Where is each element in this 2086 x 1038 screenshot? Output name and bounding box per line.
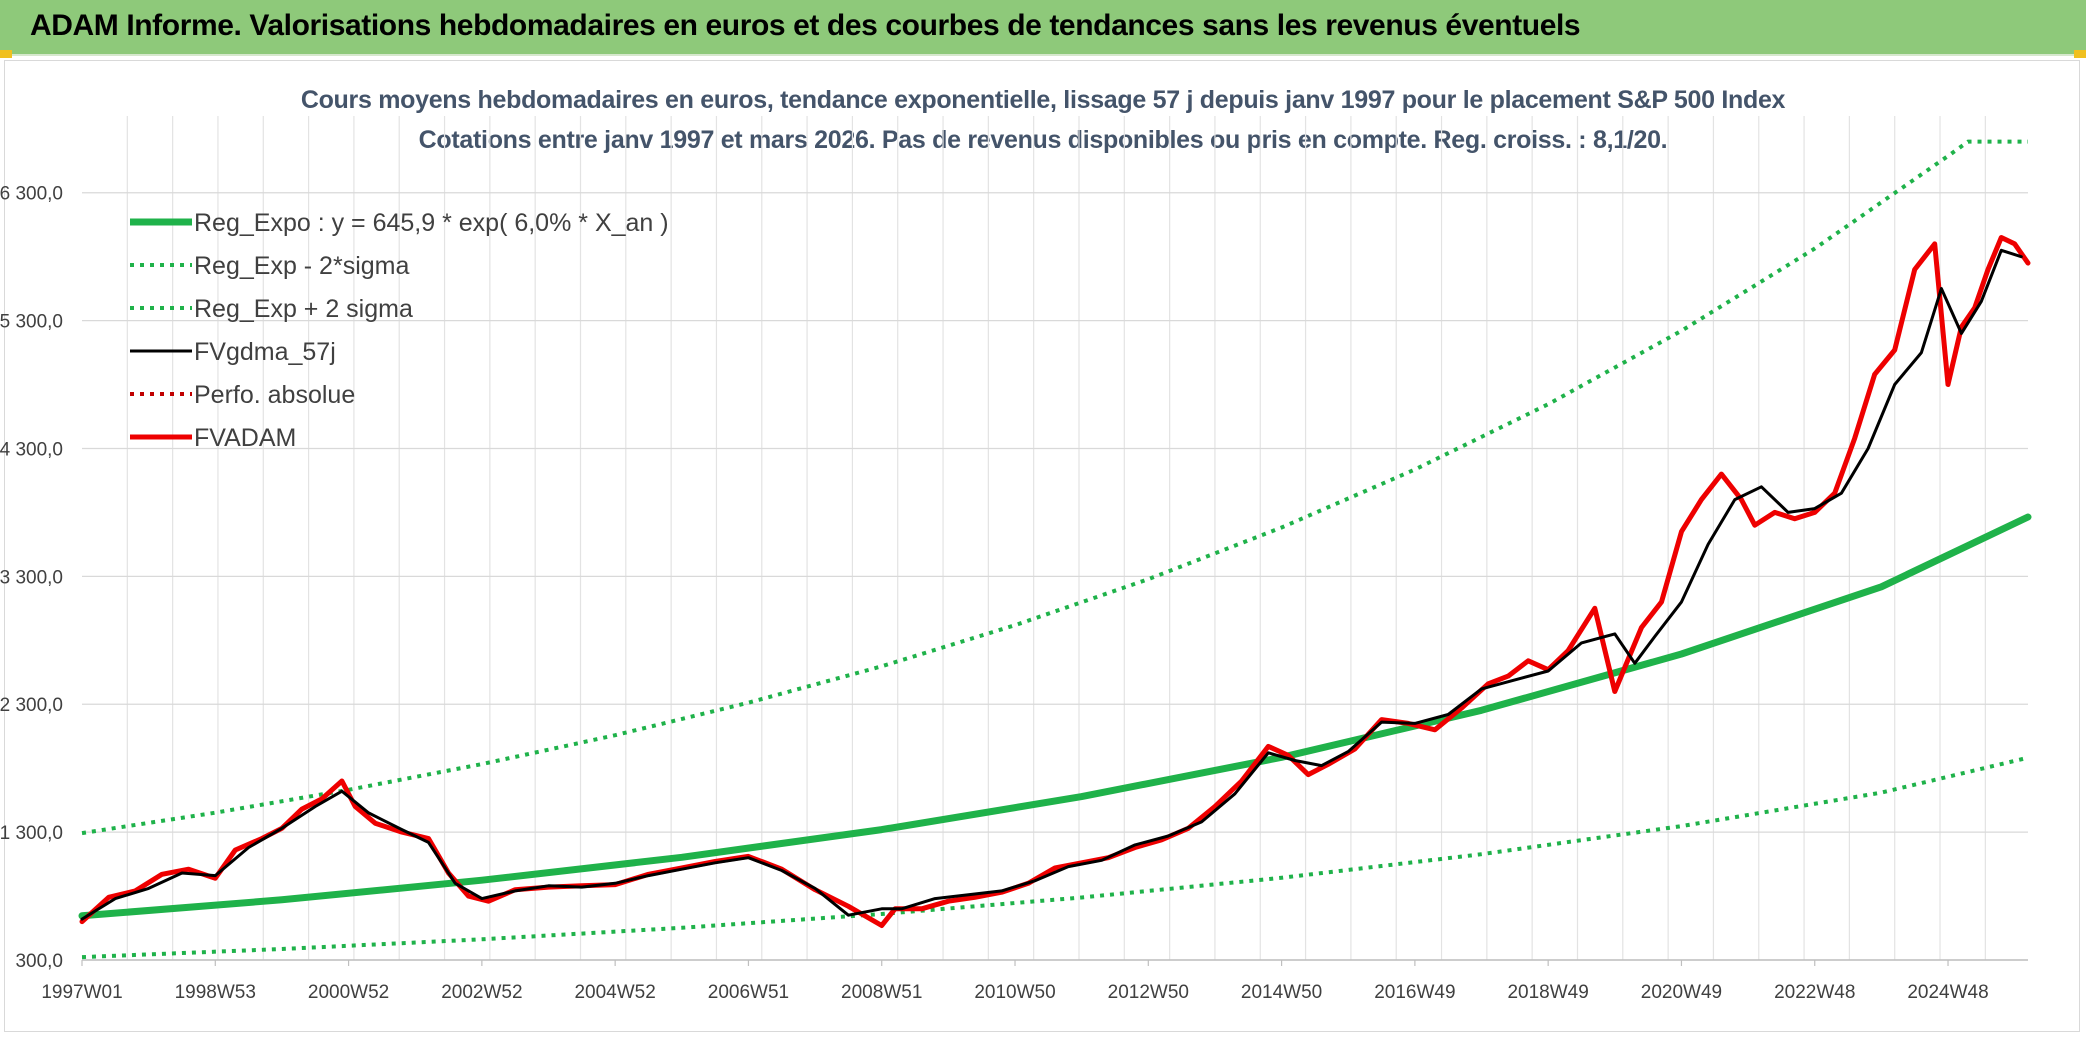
series-line-fvadam bbox=[79, 235, 2031, 928]
x-tick-label: 2010W50 bbox=[974, 982, 1055, 1003]
series-line-reg-exp bbox=[81, 755, 2029, 960]
report-header: ADAM Informe. Valorisations hebdomadaire… bbox=[0, 0, 2086, 58]
chart-frame bbox=[4, 60, 2080, 1032]
x-tick-label: 2006W51 bbox=[708, 982, 789, 1003]
header-accent-left bbox=[0, 50, 12, 58]
legend-label: FVADAM bbox=[194, 424, 296, 452]
x-tick-label: 2022W48 bbox=[1774, 982, 1855, 1003]
legend-label: Reg_Exp + 2 sigma bbox=[194, 295, 413, 323]
x-tick-label: 2012W50 bbox=[1108, 982, 1189, 1003]
chart-title: Cours moyens hebdomadaires en euros, ten… bbox=[300, 86, 1786, 114]
header-accent-right bbox=[2074, 50, 2086, 58]
x-tick-label: 2024W48 bbox=[1907, 982, 1988, 1003]
legend-label: Perfo. absolue bbox=[194, 381, 355, 409]
x-tick-label: 2020W49 bbox=[1641, 982, 1722, 1003]
legend-label: Reg_Expo : y = 645,9 * exp( 6,0% * X_an … bbox=[194, 209, 669, 237]
series-line-reg-expo bbox=[78, 513, 2032, 920]
series-line-reg-exp bbox=[81, 139, 2028, 836]
chart-legend: Reg_Expo : y = 645,9 * exp( 6,0% * X_an … bbox=[130, 209, 669, 452]
x-tick-label: 2008W51 bbox=[841, 982, 922, 1003]
x-tick-label: 2002W52 bbox=[441, 982, 522, 1003]
report-title: ADAM Informe. Valorisations hebdomadaire… bbox=[30, 9, 1581, 42]
x-tick-label: 2014W50 bbox=[1241, 982, 1322, 1003]
chart-grid bbox=[82, 116, 2028, 961]
y-tick-label: 5 300,0 bbox=[0, 312, 63, 333]
x-tick-label: 1998W53 bbox=[175, 982, 256, 1003]
chart-series bbox=[78, 139, 2032, 960]
x-axis-ticks: 1997W01 1998W53 2000W52 2002W52 2004W52 2006W… bbox=[41, 960, 1989, 1003]
legend-label: Reg_Exp - 2*sigma bbox=[194, 252, 409, 280]
x-tick-label: 2016W49 bbox=[1374, 982, 1455, 1003]
series-line-fvgdma-57j bbox=[80, 248, 2023, 921]
y-tick-label: 300,0 bbox=[15, 951, 63, 972]
chart-subtitle: Cotations entre janv 1997 et mars 2026. … bbox=[418, 126, 1668, 154]
y-tick-label: 3 300,0 bbox=[0, 567, 63, 588]
y-tick-label: 6 300,0 bbox=[0, 184, 63, 205]
y-axis-ticks: 300,0 1 300,0 2 300,0 3 300,0 4 300,0 5 300,0… bbox=[0, 184, 63, 972]
y-tick-label: 1 300,0 bbox=[0, 823, 63, 844]
x-tick-label: 2018W49 bbox=[1507, 982, 1588, 1003]
legend-label: FVgdma_57j bbox=[194, 338, 336, 366]
x-tick-label: 2004W52 bbox=[574, 982, 655, 1003]
y-tick-label: 2 300,0 bbox=[0, 695, 63, 716]
y-tick-label: 4 300,0 bbox=[0, 439, 63, 460]
x-tick-label: 1997W01 bbox=[41, 982, 122, 1003]
x-tick-label: 2000W52 bbox=[308, 982, 389, 1003]
